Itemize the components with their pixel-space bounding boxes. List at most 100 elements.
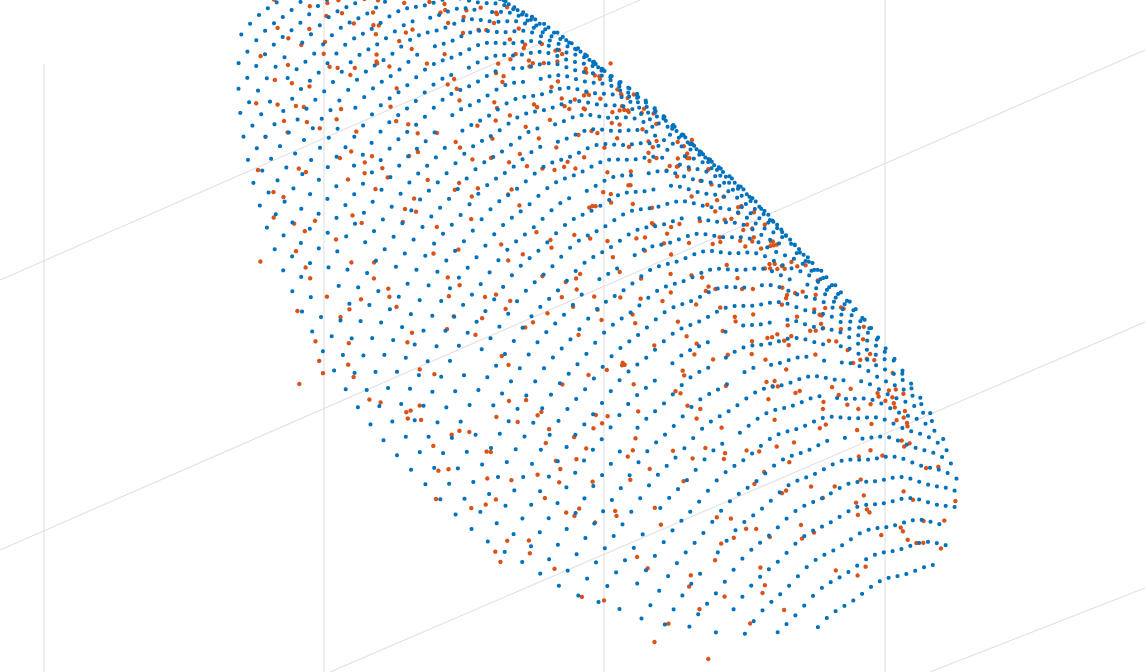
data-point-orange: [699, 275, 705, 280]
data-point-blue: [715, 286, 720, 291]
data-point-blue: [321, 42, 326, 47]
data-point-orange: [869, 421, 874, 427]
data-point-orange: [573, 276, 579, 281]
data-point-blue: [680, 593, 685, 598]
data-point-blue: [929, 419, 934, 423]
data-point-orange: [953, 498, 958, 504]
data-point-blue: [245, 75, 250, 80]
data-point-orange: [718, 239, 723, 245]
data-point-blue: [624, 190, 629, 195]
data-point-blue: [329, 33, 334, 38]
data-point-orange: [845, 402, 850, 407]
data-point-orange: [581, 155, 587, 160]
data-point-orange: [433, 496, 439, 502]
data-point-blue: [788, 237, 793, 242]
data-point-blue: [487, 113, 491, 118]
data-point-blue: [623, 115, 628, 120]
data-point-blue: [531, 25, 536, 30]
data-point-blue: [414, 146, 419, 151]
data-point-orange: [689, 137, 695, 143]
data-point-blue: [584, 351, 589, 356]
data-point-blue: [597, 114, 602, 119]
data-point-blue: [310, 329, 315, 334]
data-point-blue: [833, 609, 838, 614]
data-point-orange: [424, 61, 430, 66]
data-point-blue: [379, 79, 384, 84]
data-point-blue: [397, 67, 402, 72]
data-point-blue: [476, 79, 480, 84]
data-point-blue: [617, 129, 622, 133]
data-point-orange: [348, 72, 353, 78]
data-point-orange: [823, 422, 828, 427]
data-point-blue: [708, 180, 713, 185]
data-point-blue: [836, 292, 841, 296]
data-point-blue: [452, 21, 457, 26]
data-point-orange: [592, 294, 597, 299]
data-point-blue: [528, 50, 533, 55]
data-point-blue: [816, 279, 821, 284]
data-point-blue: [720, 441, 725, 446]
data-point-orange: [388, 104, 393, 109]
data-point-blue: [667, 495, 672, 500]
data-point-blue: [502, 352, 507, 356]
data-point-orange: [719, 541, 724, 546]
data-point-blue: [461, 302, 466, 307]
data-point-blue: [289, 28, 294, 33]
data-point-blue: [716, 387, 720, 392]
data-point-blue: [409, 467, 413, 472]
data-point-blue: [529, 150, 534, 155]
data-point-blue: [469, 292, 474, 297]
data-point-blue: [443, 328, 448, 333]
data-point-blue: [767, 300, 772, 305]
data-point-blue: [518, 209, 523, 214]
data-point-blue: [608, 128, 613, 133]
data-point-blue: [674, 199, 679, 204]
data-point-blue: [316, 246, 321, 251]
data-point-blue: [707, 392, 712, 396]
data-point-blue: [388, 175, 393, 180]
data-point-blue: [919, 402, 924, 407]
data-point-orange: [506, 398, 512, 404]
data-point-blue: [636, 460, 641, 465]
data-point-orange: [506, 258, 511, 263]
data-point-blue: [423, 482, 428, 487]
data-point-blue: [582, 79, 587, 84]
data-point-blue: [369, 26, 374, 31]
data-point-orange: [860, 337, 866, 342]
data-point-orange: [620, 360, 625, 365]
data-point-blue: [496, 19, 501, 24]
data-point-blue: [533, 109, 537, 114]
data-point-blue: [587, 57, 592, 62]
data-point-blue: [591, 484, 596, 488]
data-point-blue: [549, 208, 554, 213]
data-point-blue: [881, 501, 886, 506]
data-point-blue: [672, 124, 677, 129]
data-point-blue: [485, 375, 490, 380]
data-point-blue: [807, 447, 812, 452]
data-point-blue: [618, 88, 623, 93]
data-point-blue: [775, 226, 780, 231]
data-point-orange: [894, 418, 899, 423]
data-point-blue: [751, 513, 756, 518]
data-point-orange: [604, 367, 609, 373]
data-point-orange: [574, 287, 579, 292]
data-point-blue: [820, 326, 825, 331]
data-point-orange: [491, 20, 497, 26]
data-point-blue: [786, 288, 791, 293]
data-point-blue: [611, 534, 616, 538]
data-point-blue: [406, 154, 411, 159]
data-point-blue: [574, 552, 579, 557]
data-point-blue: [784, 622, 789, 627]
data-point-orange: [872, 357, 877, 363]
data-point-blue: [441, 41, 446, 46]
data-point-orange: [354, 129, 359, 134]
data-point-blue: [538, 447, 543, 452]
data-point-blue: [504, 101, 509, 106]
data-point-orange: [942, 518, 947, 523]
data-point-blue: [498, 0, 502, 2]
data-point-blue: [926, 482, 931, 487]
data-point-orange: [515, 419, 520, 425]
data-point-blue: [792, 243, 797, 248]
data-point-orange: [281, 194, 286, 200]
